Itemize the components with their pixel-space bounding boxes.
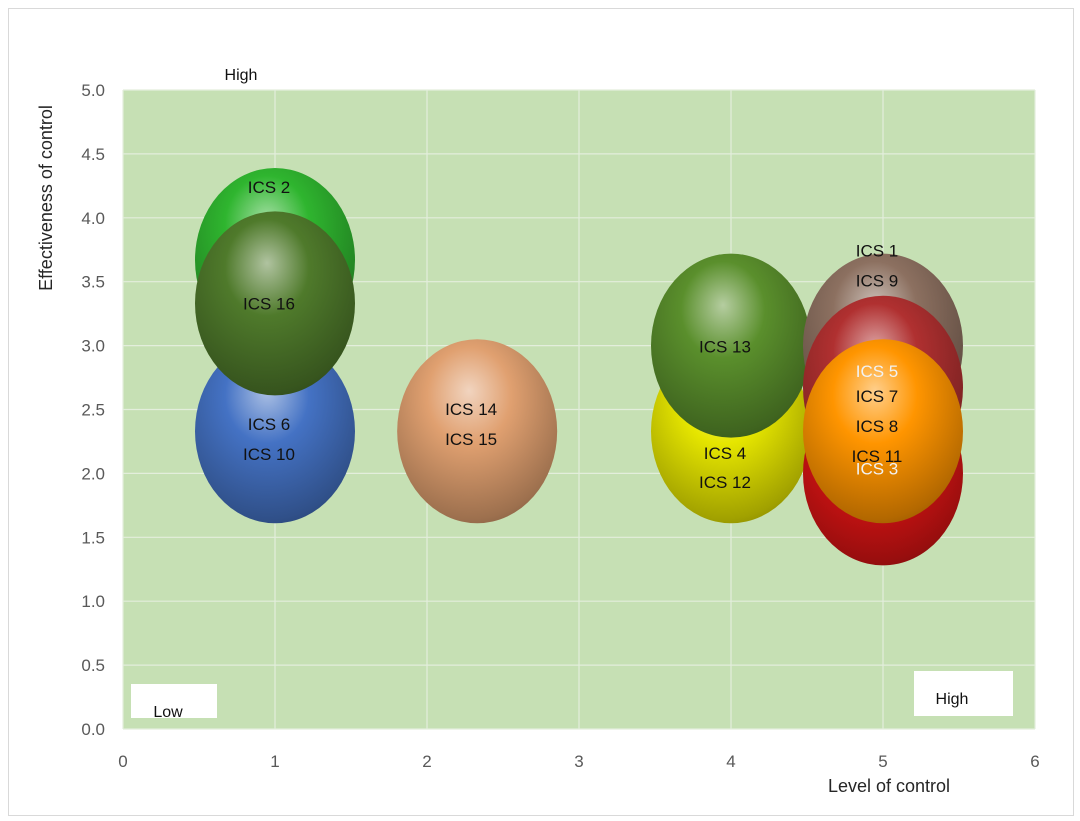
bubble-label: ICS 12 (699, 473, 751, 492)
bubble-label: ICS 11 (852, 447, 903, 466)
corner-box-low (131, 684, 217, 718)
y-axis-title: Effectiveness of control (36, 105, 56, 291)
bubble-label: ICS 15 (445, 430, 497, 449)
x-tick-label: 1 (270, 752, 279, 771)
y-tick-label: 5.0 (81, 81, 105, 100)
bubble-label: ICS 8 (856, 417, 899, 436)
bubble-label: ICS 3 (856, 459, 899, 478)
corner-box-high (914, 671, 1013, 716)
bubble-label: ICS 9 (856, 272, 899, 291)
y-tick-label: 1.5 (81, 528, 105, 547)
x-tick-label: 3 (574, 752, 583, 771)
bubble (651, 253, 811, 438)
y-tick-label: 1.0 (81, 592, 105, 611)
bubble-label: ICS 10 (243, 445, 295, 464)
x-tick-label: 4 (726, 752, 735, 771)
bubble-label: ICS 6 (248, 415, 291, 434)
tick-labels: 0.0 0.5 1.0 1.5 2.0 2.5 3.0 3.5 4.0 4.5 5.0 0 1 2 3 4 5 6 (81, 81, 1039, 771)
corner-label-low: Low (153, 704, 183, 721)
x-tick-label: 0 (118, 752, 127, 771)
corner-label-bottom-high: High (936, 691, 969, 708)
bubble (195, 339, 355, 524)
corner-label-top-high: High (225, 67, 258, 84)
y-tick-label: 3.5 (81, 273, 105, 292)
bubble-label: ICS 16 (243, 294, 295, 313)
y-tick-label: 3.0 (81, 337, 105, 356)
x-tick-label: 2 (422, 752, 431, 771)
y-tick-label: 0.5 (81, 656, 105, 675)
x-tick-label: 6 (1030, 752, 1039, 771)
bubble (803, 339, 963, 524)
bubble-label: ICS 2 (248, 178, 291, 197)
y-tick-label: 2.5 (81, 401, 105, 420)
bubble-label: ICS 7 (856, 387, 899, 406)
x-axis-title: Level of control (828, 776, 950, 796)
y-tick-label: 4.5 (81, 145, 105, 164)
bubble-label: ICS 5 (856, 362, 899, 381)
y-tick-label: 0.0 (81, 720, 105, 739)
bubble-label: ICS 14 (445, 400, 497, 419)
bubble-label: ICS 1 (856, 242, 899, 261)
bubbles: ICS 2 ICS 6 ICS 10 ICS 16 ICS 14 ICS 15 ICS 4 I… (195, 167, 963, 566)
bubble (397, 339, 558, 524)
bubble (195, 211, 355, 396)
y-tick-label: 2.0 (81, 464, 105, 483)
y-tick-label: 4.0 (81, 209, 105, 228)
bubble-label: ICS 4 (704, 444, 747, 463)
x-tick-label: 5 (878, 752, 887, 771)
bubble-label: ICS 13 (699, 338, 751, 357)
